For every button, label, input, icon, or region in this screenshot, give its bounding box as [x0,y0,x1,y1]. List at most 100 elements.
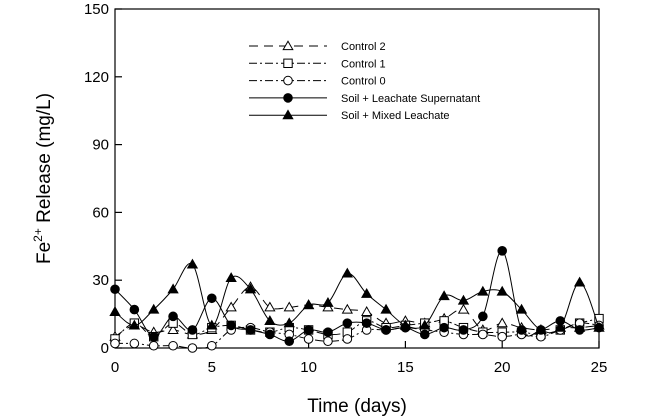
data-point [535,324,547,335]
data-point [148,331,159,342]
data-point [457,303,470,314]
legend-label: Soil + Mixed Leachate [341,110,450,122]
data-point [264,315,276,325]
data-point [361,318,372,328]
data-point [361,306,373,316]
legend: Control 2 Control 1 Control 0 Soil + Leacha… [249,40,480,122]
x-tick-label: 15 [397,359,414,376]
legend-marker [283,75,293,86]
data-point [323,327,333,337]
data-point [168,311,178,322]
data-point [457,294,470,305]
data-point [207,293,217,304]
legend-label: Control 2 [341,41,386,53]
data-point [554,321,566,332]
data-point [168,340,178,351]
legend-item: Control 1 [249,58,386,70]
data-point [515,303,528,314]
legend-marker [282,109,294,120]
plot-frame [114,8,600,349]
x-axis: 0 5 10 15 20 25 [111,341,607,376]
data-point [419,329,430,340]
data-point [167,283,179,294]
data-point [110,338,120,349]
data-point [302,299,315,310]
series-layer [109,246,605,353]
data-point [516,325,527,335]
data-point [342,318,353,328]
series-4 [110,246,604,347]
legend-label: Soil + Leachate Supernatant [341,93,480,105]
data-point [341,267,353,278]
data-point [399,319,412,330]
legend-item: Control 2 [249,40,386,53]
data-point [244,283,257,294]
data-point [187,343,198,353]
y-tick-label: 0 [101,340,109,357]
data-point [284,336,295,347]
legend-item: Control 0 [249,76,386,88]
data-point [225,272,237,283]
y-axis-title-suffix: Release (mg/L) [34,93,55,228]
data-point [419,319,431,330]
series-1 [109,281,605,341]
data-point [148,303,160,314]
data-point [478,311,488,322]
y-tick-label: 60 [92,204,109,221]
y-tick-label: 150 [84,1,109,18]
data-point [225,301,237,312]
data-point [458,325,469,335]
legend-label: Control 0 [341,76,386,88]
x-tick-label: 10 [300,359,317,376]
legend-item: Soil + Leachate Supernatant [249,93,480,105]
data-point [574,325,585,335]
y-tick-label: 90 [92,137,109,154]
data-point [381,325,391,335]
data-point [167,324,179,335]
data-point [129,304,140,315]
data-point [478,329,488,340]
data-point [283,317,295,328]
y-tick-label: 30 [92,272,109,289]
data-point [148,340,159,351]
y-tick-label: 120 [84,69,109,86]
data-point [109,306,121,316]
y-axis-title-superscript: 2+ [31,228,45,242]
data-point [129,338,140,349]
data-point [477,285,489,296]
series-line [114,322,600,349]
data-point [342,334,353,344]
data-point [496,285,508,296]
x-tick-label: 5 [208,359,216,376]
data-point [265,329,275,340]
data-point [206,319,218,330]
data-point [245,325,256,335]
y-axis: 0 30 60 90 120 150 [84,1,122,357]
data-point [207,340,217,351]
legend-label: Control 1 [341,58,386,70]
legend-marker [283,58,293,68]
legend-marker [282,40,294,51]
legend-marker [283,93,293,103]
data-point [110,284,120,295]
data-point [573,276,586,287]
data-point [186,258,199,269]
x-axis-title: Time (days) [307,396,407,417]
data-point [438,290,450,301]
data-point [497,331,508,342]
data-point [283,301,295,312]
data-point [303,325,314,335]
data-point [496,317,508,328]
x-tick-label: 0 [111,359,119,376]
data-point [380,303,392,314]
y-axis-title-prefix: Fe [34,242,55,264]
plot-border [114,8,600,349]
data-point [264,301,276,312]
legend-item: Soil + Mixed Leachate [249,109,450,122]
data-point [593,321,605,332]
data-point [303,334,314,344]
data-point [226,320,236,331]
data-point [322,296,334,307]
data-point [361,287,373,298]
